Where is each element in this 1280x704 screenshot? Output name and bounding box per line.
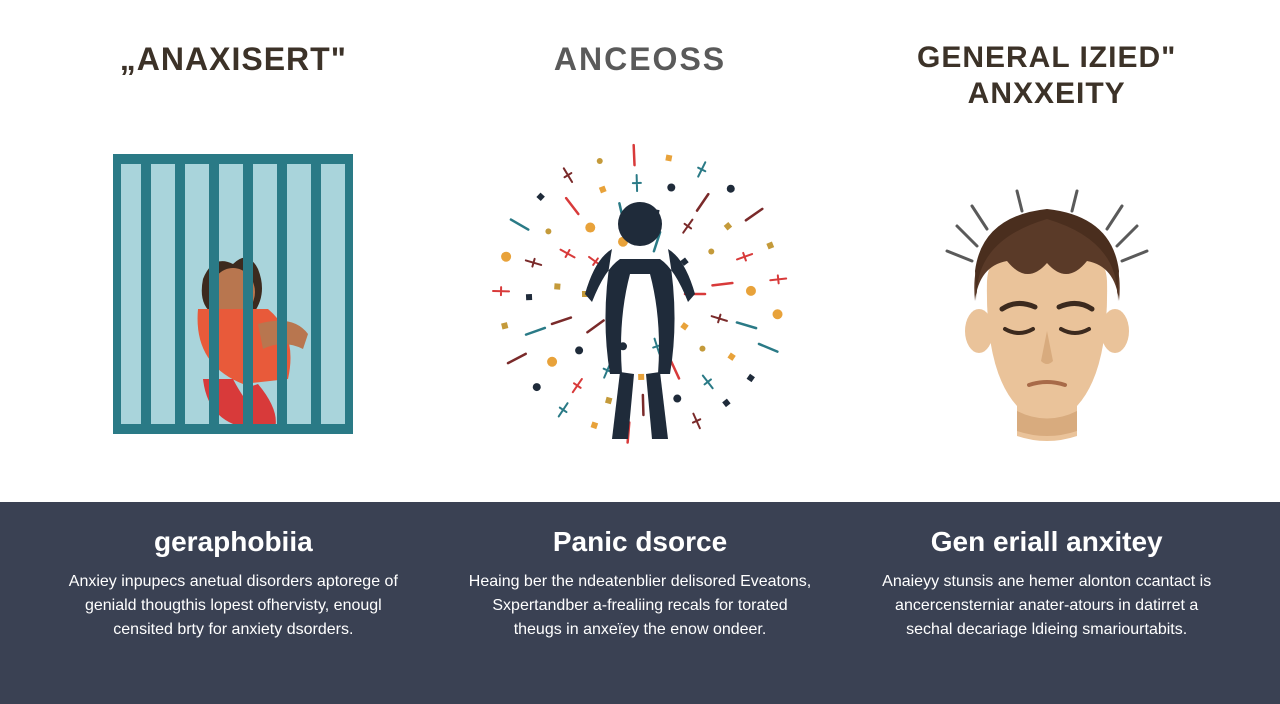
desc-block-1: geraphobiia Anxiey inpupecs anetual diso… (60, 526, 407, 674)
panel-generalized: GENERAL IZIED" ANXXEITY (873, 40, 1220, 482)
panel-3-title: GENERAL IZIED" ANXXEITY (917, 40, 1176, 112)
desc-text-2: Heaing ber the ndeatenblier delisored Ev… (467, 570, 814, 642)
panel-panic: ANCEOSS (467, 40, 814, 482)
desc-text-3: Anaieyy stunsis ane hemer alonton ccanta… (873, 570, 1220, 642)
panel-2-title: ANCEOSS (554, 40, 726, 78)
panel-agoraphobia: „ANAXISERT" (60, 40, 407, 482)
desc-block-3: Gen eriall anxitey Anaieyy stunsis ane h… (873, 526, 1220, 674)
illustration-face (873, 140, 1220, 482)
cage-svg (103, 144, 363, 444)
desc-title-3: Gen eriall anxitey (873, 526, 1220, 558)
illustration-burst (467, 106, 814, 482)
panel-1-title: „ANAXISERT" (120, 40, 347, 78)
desc-title-2: Panic dsorce (467, 526, 814, 558)
desc-block-2: Panic dsorce Heaing ber the ndeatenblier… (467, 526, 814, 674)
panel-3-title-line2: ANXXEITY (917, 76, 1176, 112)
panel-3-title-line1: GENERAL IZIED" (917, 40, 1176, 76)
face-svg (917, 171, 1177, 451)
bottom-description-band: geraphobiia Anxiey inpupecs anetual diso… (0, 502, 1280, 704)
top-illustration-row: „ANAXISERT" (0, 0, 1280, 502)
illustration-cage (60, 106, 407, 482)
burst-svg (480, 134, 800, 454)
desc-text-1: Anxiey inpupecs anetual disorders aptore… (60, 570, 407, 642)
desc-title-1: geraphobiia (60, 526, 407, 558)
